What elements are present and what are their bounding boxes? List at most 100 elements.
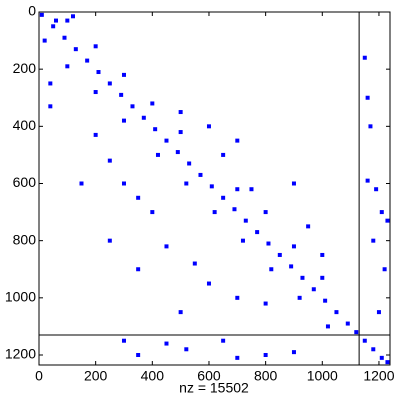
nonzero-mark [365, 178, 370, 183]
y-tick-label: 1000 [5, 289, 36, 305]
nonzero-mark [141, 115, 146, 120]
plot-frame [38, 11, 391, 366]
nonzero-mark [79, 181, 84, 186]
x-tick-label: 200 [84, 368, 108, 384]
nonzero-mark [374, 187, 379, 192]
nonzero-mark [385, 360, 390, 365]
nonzero-mark [70, 14, 75, 19]
nonzero-mark [198, 172, 203, 177]
nonzero-mark [178, 310, 183, 315]
nonzero-mark [306, 224, 311, 229]
nonzero-mark [184, 347, 189, 352]
nonzero-mark [371, 347, 376, 352]
nonzero-mark [107, 238, 112, 243]
y-tick-label: 200 [13, 60, 37, 76]
nonzero-mark [300, 275, 305, 280]
nonzero-mark [121, 118, 126, 123]
x-tick-label: 0 [35, 368, 43, 384]
nonzero-mark [311, 287, 316, 292]
nonzero-mark [289, 264, 294, 269]
nonzero-mark [243, 218, 248, 223]
nonzero-mark [221, 195, 226, 200]
nonzero-mark [48, 81, 53, 86]
nonzero-mark [121, 181, 126, 186]
nonzero-mark [65, 64, 70, 69]
y-tick-label: 400 [13, 117, 37, 133]
nonzero-mark [263, 352, 268, 357]
nonzero-mark [136, 352, 141, 357]
nonzero-mark [62, 35, 67, 40]
nonzero-mark [368, 124, 373, 129]
nonzero-mark [291, 350, 296, 355]
nonzero-mark [121, 72, 126, 77]
nonzero-mark [153, 127, 158, 132]
nonzero-mark [93, 90, 98, 95]
x-tick-label: 400 [141, 368, 165, 384]
nonzero-mark [354, 330, 359, 335]
nonzero-mark [263, 301, 268, 306]
nonzero-mark [164, 341, 169, 346]
nonzero-mark [209, 184, 214, 189]
nonzero-mark [53, 18, 58, 23]
nonzero-mark [136, 195, 141, 200]
nonzero-mark [266, 241, 271, 246]
nonzero-mark [136, 267, 141, 272]
nonzero-mark [39, 12, 44, 17]
nonzero-mark [175, 150, 180, 155]
nonzero-mark [277, 252, 282, 257]
nonzero-mark [263, 210, 268, 215]
nonzero-mark [232, 207, 237, 212]
nonzero-mark [345, 321, 350, 326]
nonzero-mark [164, 138, 169, 143]
nonzero-mark [130, 104, 135, 109]
y-tick-label: 1200 [5, 346, 36, 362]
nonzero-mark [379, 210, 384, 215]
nonzero-mark [320, 252, 325, 257]
nonzero-mark [221, 338, 226, 343]
nonzero-mark [150, 210, 155, 215]
nonzero-mark [85, 58, 90, 63]
nonzero-mark [325, 324, 330, 329]
nonzero-mark [269, 267, 274, 272]
nonzero-mark [255, 230, 260, 235]
x-tick-label: 800 [254, 368, 278, 384]
y-tick-label: 800 [13, 231, 37, 247]
nonzero-mark [235, 187, 240, 192]
nonzero-mark [93, 44, 98, 49]
nonzero-mark [107, 158, 112, 163]
nonzero-mark [48, 104, 53, 109]
nonzero-mark [206, 281, 211, 286]
nonzero-mark [240, 238, 245, 243]
nonzero-mark [178, 110, 183, 115]
nonzero-mark [164, 244, 169, 249]
nonzero-mark [96, 70, 101, 75]
nonzero-mark [235, 138, 240, 143]
nonzero-mark [51, 24, 56, 29]
nonzero-mark [371, 238, 376, 243]
nonzero-mark [376, 310, 381, 315]
x-axis-label: nz = 15502 [179, 380, 249, 396]
nonzero-mark [297, 295, 302, 300]
nonzero-mark [362, 55, 367, 60]
nonzero-mark [323, 298, 328, 303]
nonzero-mark [155, 152, 160, 157]
nonzero-mark [73, 47, 78, 52]
nonzero-mark [42, 38, 47, 43]
nonzero-mark [93, 132, 98, 137]
nonzero-mark [235, 355, 240, 360]
nonzero-mark [150, 101, 155, 106]
nonzero-mark [362, 338, 367, 343]
y-tick-label: 600 [13, 174, 37, 190]
nonzero-mark [178, 130, 183, 135]
nonzero-mark [334, 310, 339, 315]
nonzero-mark [365, 95, 370, 100]
nonzero-mark [221, 152, 226, 157]
nonzero-mark [184, 181, 189, 186]
nonzero-mark [385, 218, 390, 223]
nonzero-mark [291, 181, 296, 186]
nonzero-mark [379, 355, 384, 360]
x-tick-label: 1200 [363, 368, 394, 384]
nonzero-mark [320, 275, 325, 280]
nonzero-mark [206, 124, 211, 129]
